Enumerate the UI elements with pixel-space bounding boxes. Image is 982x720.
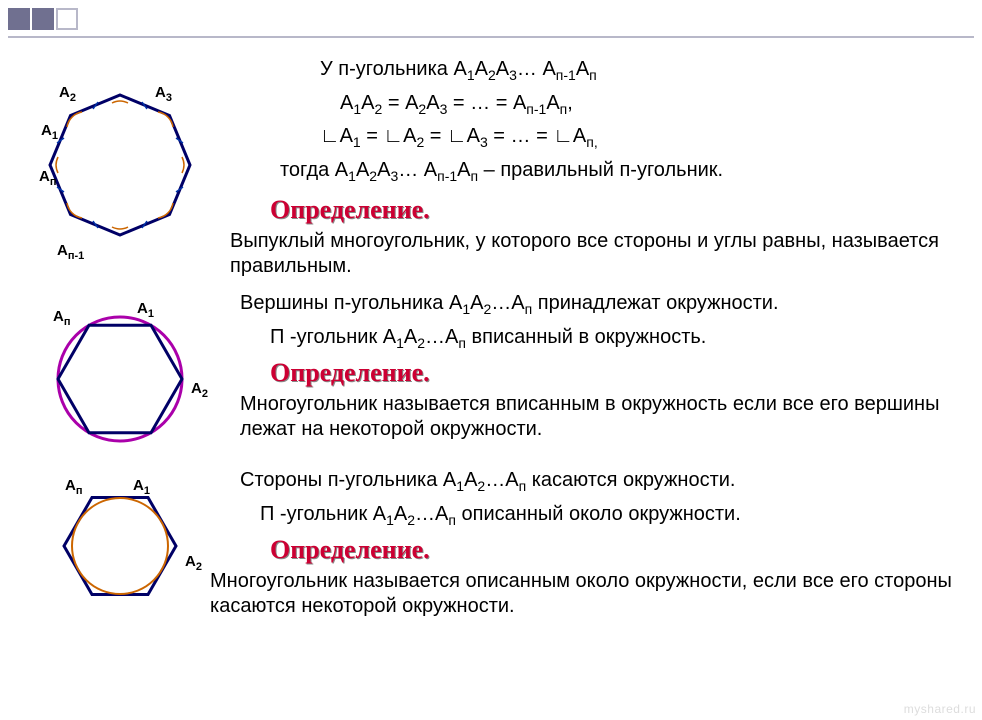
definition-heading: Определение.	[240, 358, 964, 388]
text-line: тогда А1А2А3… Ап-1Ап – правильный п-угол…	[240, 158, 964, 186]
decor-square-outline	[56, 8, 78, 30]
circumscribed-hexagon-diagram: А1 Ап А2	[0, 466, 240, 626]
inscribed-hexagon-diagram: А1 Ап А2	[0, 289, 240, 464]
text-line: Вершины п-угольника А1А2…Ап принадлежат …	[240, 291, 964, 319]
text-line: Стороны п-угольника А1А2…Ап касаются окр…	[240, 468, 964, 496]
definition-heading: Определение.	[240, 195, 964, 225]
svg-text:А2: А2	[191, 380, 208, 400]
svg-text:А1: А1	[41, 122, 58, 142]
text-line: П -угольник А1А2…Ап описанный около окру…	[240, 502, 964, 530]
text-line: ∟А1 = ∟А2 = ∟А3 = … = ∟Ап,	[240, 124, 964, 152]
slide-content: А1 А2 А3 Ап Ап-1 У п-угольника А1А2А3… А…	[0, 55, 982, 626]
definition-text: Выпуклый многоугольник, у которого все с…	[230, 229, 964, 279]
text-line: У п-угольника А1А2А3… Ап-1Ап	[240, 57, 964, 85]
decor-square-filled	[32, 8, 54, 30]
text-line: А1А2 = А2А3 = … = Ап-1Ап,	[240, 91, 964, 119]
svg-text:А2: А2	[59, 84, 76, 104]
header-decor	[8, 8, 80, 36]
svg-text:А1: А1	[137, 300, 154, 320]
svg-text:А2: А2	[185, 553, 202, 573]
svg-text:А3: А3	[155, 84, 172, 104]
definition-heading: Определение.	[240, 535, 964, 565]
svg-text:А1: А1	[133, 477, 150, 497]
svg-text:Ап: Ап	[65, 477, 83, 497]
decor-square-filled	[8, 8, 30, 30]
header-line	[8, 36, 974, 38]
svg-text:Ап: Ап	[53, 308, 71, 328]
definition-text: Многоугольник называется описанным около…	[210, 569, 964, 619]
text-line: П -угольник А1А2…Ап вписанный в окружнос…	[240, 325, 964, 353]
definition-text: Многоугольник называется вписанным в окр…	[240, 392, 964, 442]
svg-text:Ап-1: Ап-1	[57, 242, 84, 262]
octagon-diagram: А1 А2 А3 Ап Ап-1	[0, 55, 240, 270]
watermark: myshared.ru	[904, 702, 976, 716]
